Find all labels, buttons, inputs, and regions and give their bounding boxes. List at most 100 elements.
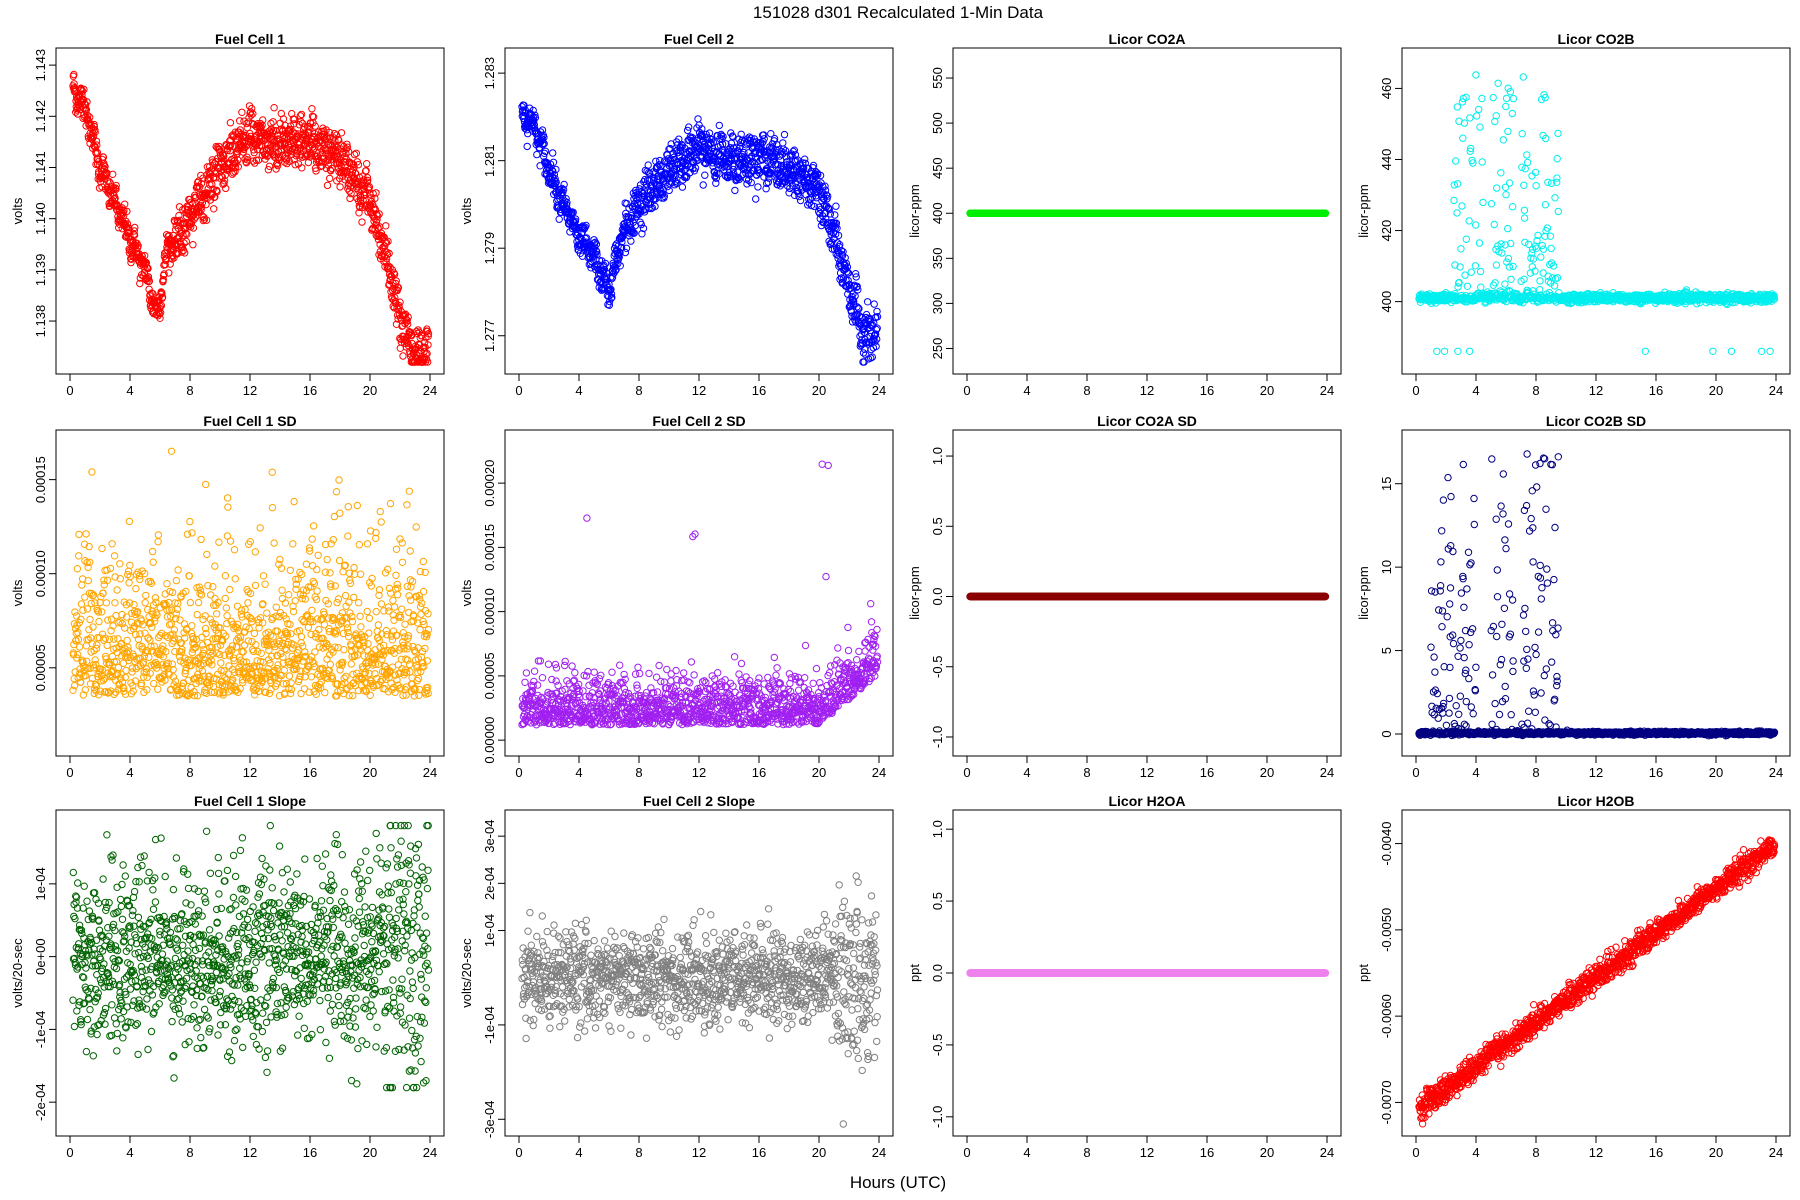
data-point [1555, 208, 1561, 214]
x-tick-label: 24 [423, 383, 437, 398]
data-point [1458, 246, 1464, 252]
data-point [1509, 204, 1515, 210]
x-tick-label: 8 [1083, 383, 1090, 398]
data-point [781, 131, 787, 137]
data-point [1521, 207, 1527, 213]
data-point [832, 212, 838, 218]
data-point [1490, 94, 1496, 100]
data-point [1554, 175, 1560, 181]
data-point [1537, 278, 1543, 284]
data-point [1547, 261, 1553, 267]
x-tick-label: 0 [963, 383, 970, 398]
data-point [732, 187, 738, 193]
data-point [1467, 115, 1473, 121]
data-point [1441, 348, 1447, 354]
data-points [70, 71, 432, 365]
data-point [1466, 348, 1472, 354]
data-point [1493, 262, 1499, 268]
data-point [679, 184, 685, 190]
data-point [353, 150, 359, 156]
data-point [1479, 159, 1485, 165]
data-point [1505, 128, 1511, 134]
data-point [534, 151, 540, 157]
data-point [1509, 110, 1515, 116]
data-point [1554, 156, 1560, 162]
data-point [1510, 263, 1516, 269]
data-point [1500, 137, 1506, 143]
x-tick-label: 4 [126, 383, 133, 398]
figure-title: 151028 d301 Recalculated 1-Min Data [753, 3, 1044, 22]
x-tick-label: 4 [1023, 383, 1030, 398]
data-point [755, 184, 761, 190]
data-point [1474, 113, 1480, 119]
data-point [359, 219, 365, 225]
data-point [337, 184, 343, 190]
data-point [864, 299, 870, 305]
y-tick-label: 1.281 [482, 144, 497, 177]
y-axis-label: licor-ppm [907, 184, 922, 237]
x-tick-label: 12 [243, 383, 257, 398]
data-point [1477, 124, 1483, 130]
data-point [871, 301, 877, 307]
data-point [753, 196, 759, 202]
panel-title: Fuel Cell 1 [215, 31, 285, 47]
data-point [1464, 283, 1470, 289]
data-point [1479, 95, 1485, 101]
data-point [1533, 183, 1539, 189]
data-point [1478, 284, 1484, 290]
data-point [1463, 236, 1469, 242]
data-point [1472, 263, 1478, 269]
y-axis-label: volts [459, 197, 474, 224]
y-tick-label: 1.283 [482, 57, 497, 90]
data-point [190, 242, 196, 248]
data-point [1454, 210, 1460, 216]
data-point [1519, 131, 1525, 137]
data-point [327, 175, 333, 181]
x-tick-label: 20 [1260, 383, 1274, 398]
data-point [1454, 104, 1460, 110]
data-point [1468, 269, 1474, 275]
data-point [1494, 185, 1500, 191]
data-point [1473, 72, 1479, 78]
data-point [1498, 170, 1504, 176]
data-point [1476, 240, 1482, 246]
data-point [280, 116, 286, 122]
data-point [1552, 195, 1558, 201]
panel-title: Fuel Cell 2 [664, 31, 734, 47]
data-point [700, 182, 706, 188]
data-point [1488, 201, 1494, 207]
y-axis-label: volts [10, 197, 25, 224]
y-tick-label: 450 [930, 157, 945, 179]
data-point [797, 197, 803, 203]
data-point [211, 206, 217, 212]
data-point [1491, 221, 1497, 227]
data-point [1521, 182, 1527, 188]
panel-title: Licor CO2A [1108, 31, 1185, 47]
x-tick-label: 16 [1200, 383, 1214, 398]
y-tick-label: 1.142 [33, 100, 48, 133]
x-tick-label: 8 [635, 383, 642, 398]
y-tick-label: 500 [930, 112, 945, 134]
data-point [1503, 95, 1509, 101]
data-point [524, 143, 530, 149]
data-point [1508, 276, 1514, 282]
data-point [1466, 218, 1472, 224]
data-point [324, 182, 330, 188]
y-tick-label: 350 [930, 247, 945, 269]
data-point [383, 223, 389, 229]
x-tick-label: 16 [752, 383, 766, 398]
x-tick-label: 12 [692, 383, 706, 398]
panel-title: Licor CO2B [1557, 31, 1634, 47]
data-point [1451, 197, 1457, 203]
panel-1: Fuel Cell 10 4 8 12 16 20 241.1381.1391.1401.1… [10, 31, 444, 398]
y-tick-label: 1.279 [482, 232, 497, 265]
x-tick-label: 24 [872, 383, 886, 398]
data-point [695, 116, 701, 122]
data-point [309, 106, 315, 112]
y-tick-label: 1.143 [33, 49, 48, 82]
data-point [716, 122, 722, 128]
data-point [1503, 103, 1509, 109]
data-point [1495, 80, 1501, 86]
data-point [227, 120, 233, 126]
